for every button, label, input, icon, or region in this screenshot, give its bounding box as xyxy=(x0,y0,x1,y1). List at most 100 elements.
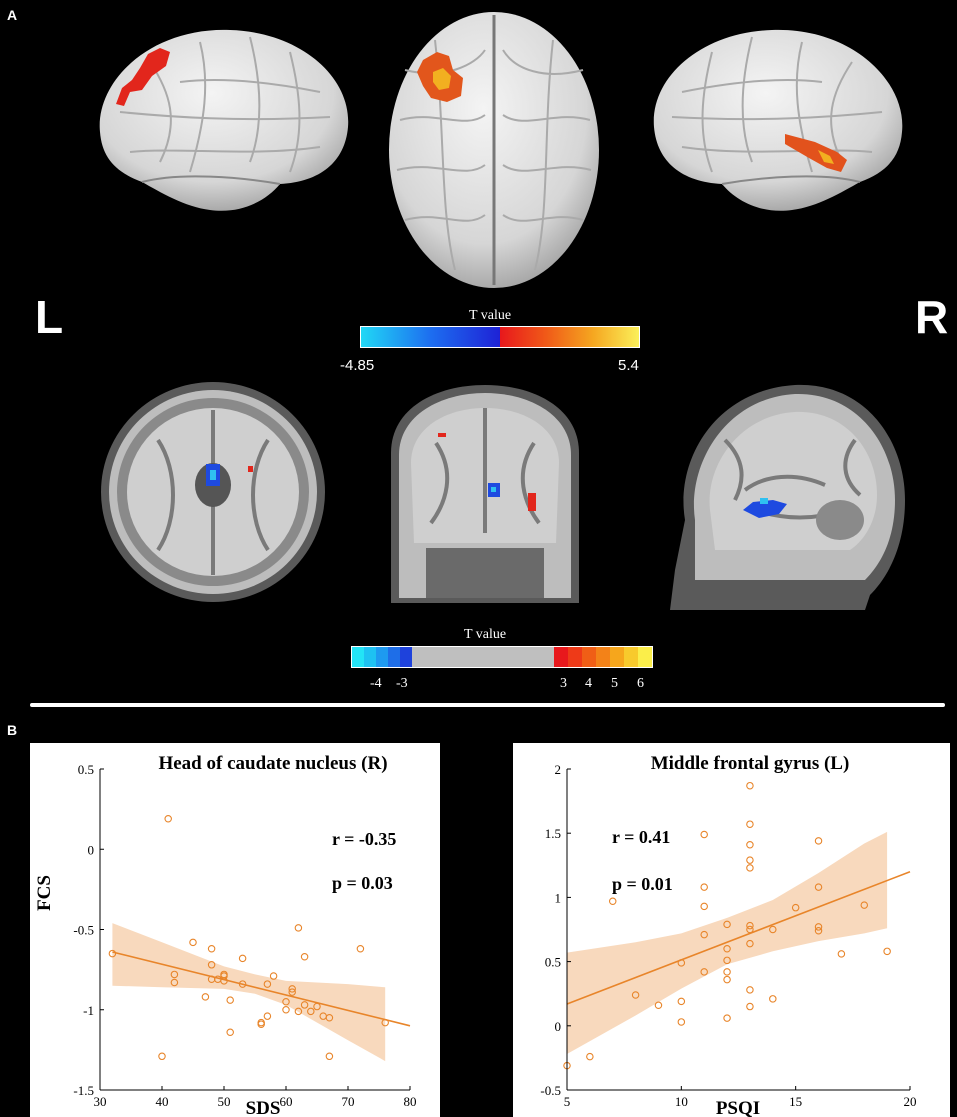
scatter-chart-caudate: 30 40 50 60 70 80 -1.5 -1 -0.5 0 0.5 Head of caudat… xyxy=(30,743,440,1117)
data-point xyxy=(700,930,708,939)
data-point xyxy=(288,985,296,993)
y-tick-label: 0 xyxy=(88,842,95,857)
x-axis-label: SDS xyxy=(246,1098,281,1117)
colorbar-top-max-label: 5.4 xyxy=(618,357,639,374)
chart-title: Head of caudate nucleus (R) xyxy=(158,753,387,774)
y-tick-label: 0.5 xyxy=(78,762,94,777)
data-point xyxy=(294,1007,303,1016)
brain-surface-dorsal xyxy=(389,12,599,288)
colorbar-top-min-label: -4.85 xyxy=(340,357,375,374)
data-point xyxy=(746,820,754,828)
y-tick-label: 1.5 xyxy=(545,826,561,841)
data-point xyxy=(814,837,823,845)
colorbar-bottom-tick: 4 xyxy=(585,676,592,691)
x-tick-label: 70 xyxy=(342,1094,355,1109)
regression-line xyxy=(566,870,911,1005)
data-point xyxy=(226,996,234,1004)
data-point xyxy=(723,945,731,953)
data-point xyxy=(677,959,686,967)
data-point xyxy=(170,978,179,987)
data-point xyxy=(238,980,247,988)
colorbar-top-title: T value xyxy=(468,308,512,323)
data-point xyxy=(108,949,117,958)
data-point xyxy=(226,1028,234,1036)
y-tick-label: 0.5 xyxy=(545,955,561,970)
data-point xyxy=(677,1018,686,1026)
colorbar-bottom-tick: 5 xyxy=(611,676,618,691)
data-point xyxy=(158,1052,166,1061)
panel-divider xyxy=(30,703,945,707)
data-point xyxy=(769,925,777,934)
data-point xyxy=(288,988,296,996)
x-tick-label: 10 xyxy=(675,1094,688,1109)
data-point xyxy=(746,986,754,994)
activation-blob xyxy=(116,48,170,106)
mri-sagittal-slice xyxy=(670,384,905,610)
data-point xyxy=(700,902,708,911)
chart-background xyxy=(30,743,440,1117)
data-point xyxy=(746,781,754,790)
colorbar-bottom-tick: 6 xyxy=(637,676,644,691)
x-tick-label: 80 xyxy=(404,1094,417,1109)
data-point xyxy=(325,1014,334,1022)
panel-a-label: A xyxy=(7,7,18,23)
data-point xyxy=(356,945,365,953)
data-point xyxy=(381,1018,389,1027)
data-point xyxy=(164,815,172,823)
data-point xyxy=(263,1012,272,1020)
data-point xyxy=(220,977,228,985)
data-point xyxy=(746,864,754,872)
y-tick-label: -0.5 xyxy=(73,923,94,938)
y-tick-label: -1.5 xyxy=(73,1083,94,1098)
colorbar-bottom-tick: 3 xyxy=(560,676,567,691)
colorbar-bottom xyxy=(351,646,653,668)
data-point xyxy=(746,921,754,930)
data-point xyxy=(883,947,891,956)
scatter-chart-mfg: 5 10 15 20 -0.5 0 0.5 1 1.5 2 Middle frontal gyrus… xyxy=(513,743,950,1117)
data-point xyxy=(654,1001,663,1010)
data-point xyxy=(207,945,216,953)
data-point xyxy=(723,968,731,976)
brain-surface-right-lateral xyxy=(653,29,903,211)
colorbar-bottom-tick: -3 xyxy=(396,676,408,691)
data-point xyxy=(189,938,197,947)
data-point xyxy=(300,953,309,961)
data-point xyxy=(723,1014,731,1022)
x-tick-label: 20 xyxy=(904,1094,917,1109)
y-tick-label: 1 xyxy=(555,890,562,905)
x-tick-label: 15 xyxy=(789,1094,802,1109)
data-point xyxy=(238,954,247,963)
colorbar-top xyxy=(360,326,640,348)
data-point xyxy=(282,997,290,1006)
data-point xyxy=(586,1052,594,1061)
y-axis-label: FCS xyxy=(34,875,55,911)
chart-title: Middle frontal gyrus (L) xyxy=(651,753,850,774)
data-point xyxy=(220,972,228,980)
data-point xyxy=(201,993,210,1001)
data-point xyxy=(300,1001,309,1009)
data-point xyxy=(837,950,846,958)
x-tick-label: 50 xyxy=(218,1094,231,1109)
data-point xyxy=(814,883,823,891)
data-point xyxy=(791,903,800,912)
data-point xyxy=(677,997,686,1006)
data-point xyxy=(746,1002,754,1011)
mri-axial-slice xyxy=(101,382,325,602)
data-point xyxy=(746,925,754,934)
colorbar-bottom-tick: -4 xyxy=(370,676,382,691)
data-point xyxy=(700,830,708,839)
data-point xyxy=(294,924,303,932)
colorbar-bottom-title: T value xyxy=(463,627,507,642)
mri-coronal-slice xyxy=(391,385,579,603)
x-axis-label: PSQI xyxy=(716,1098,760,1117)
data-point xyxy=(631,991,640,999)
data-point xyxy=(608,897,617,906)
data-point xyxy=(307,1007,315,1016)
y-tick-label: -1 xyxy=(83,1003,94,1018)
data-point xyxy=(723,920,731,929)
x-tick-label: 60 xyxy=(280,1094,293,1109)
data-point xyxy=(700,968,708,976)
data-point xyxy=(746,841,754,849)
stat-annotation: p = 0.03 xyxy=(332,873,393,893)
data-point xyxy=(814,923,823,931)
